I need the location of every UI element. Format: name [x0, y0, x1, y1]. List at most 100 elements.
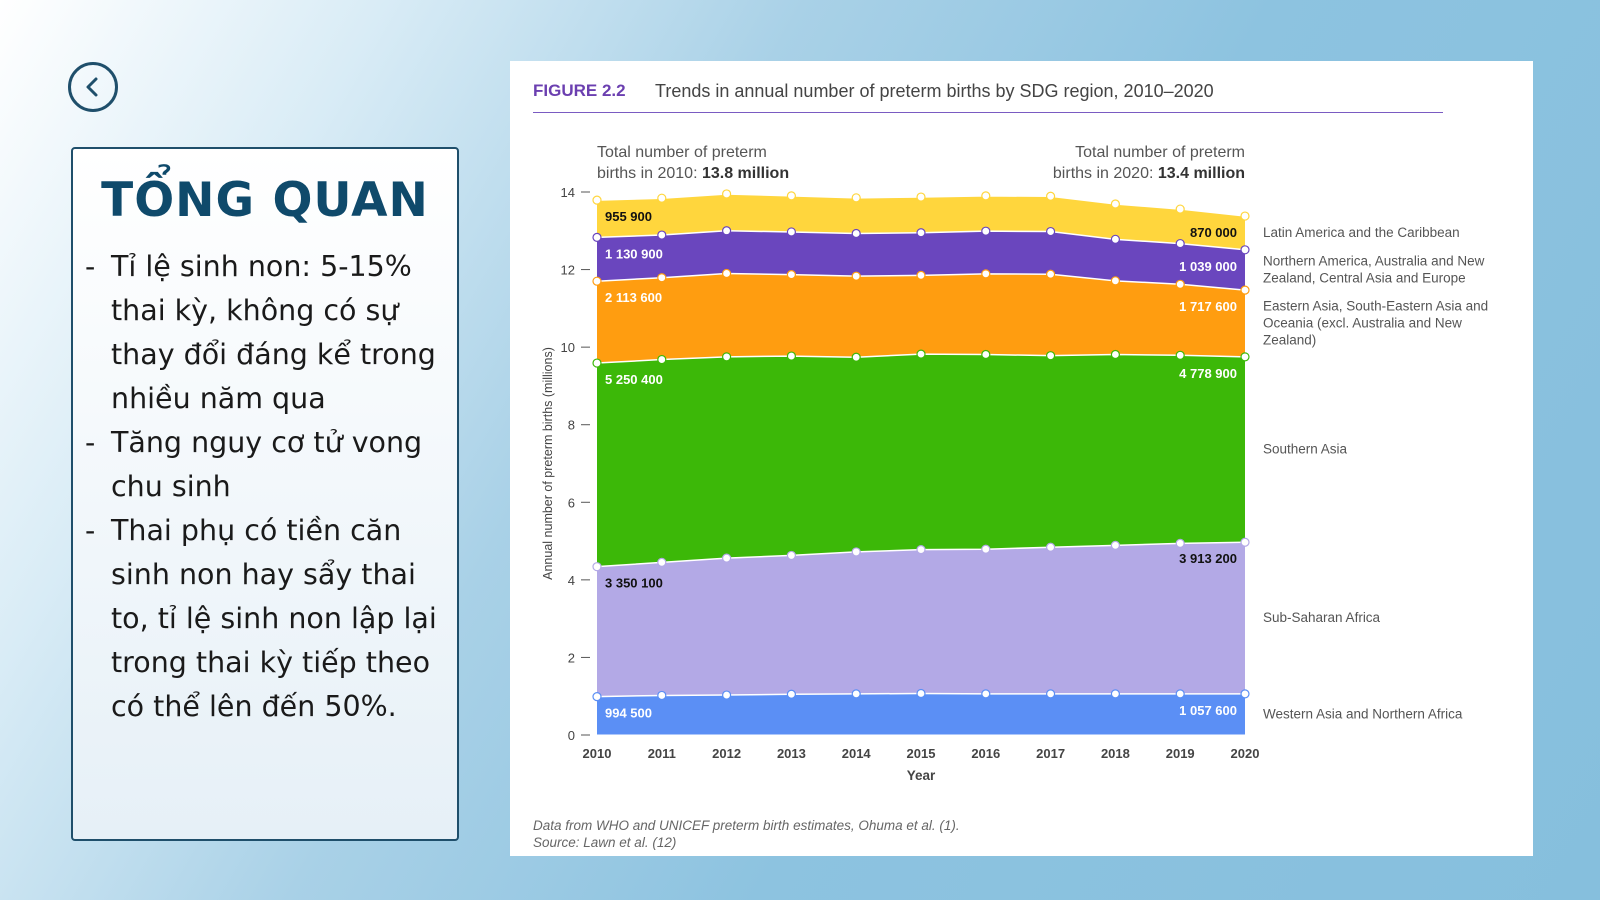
value-label-2010: 1 130 900: [605, 246, 663, 261]
data-point: [981, 191, 991, 201]
y-tick-label: 2: [568, 650, 575, 665]
figure-card: FIGURE 2.2 Trends in annual number of pr…: [510, 61, 1533, 856]
x-tick-label: 2013: [777, 746, 806, 761]
data-point: [722, 352, 732, 362]
data-point: [1110, 234, 1121, 244]
data-point: [657, 193, 667, 203]
data-point: [1240, 689, 1250, 699]
data-point: [1045, 542, 1056, 552]
area-series-4: [597, 273, 1245, 364]
x-tick-label: 2012: [712, 746, 741, 761]
data-point: [786, 227, 796, 237]
data-point: [592, 562, 602, 572]
stacked-area-chart: Total number of preterm births in 2010: …: [541, 144, 1488, 783]
bullet-list: - Tỉ lệ sinh non: 5-15% thai kỳ, không có…: [81, 245, 453, 729]
y-tick-label: 8: [568, 418, 575, 433]
y-tick-label: 10: [561, 340, 575, 355]
data-point: [1240, 245, 1250, 255]
figure-title: Trends in annual number of preterm birth…: [655, 81, 1214, 101]
bullet-item: - Tỉ lệ sinh non: 5-15% thai kỳ, không có…: [85, 250, 436, 415]
data-point: [1110, 276, 1121, 286]
bullet-text: Tăng nguy cơ tử vong chu sinh: [111, 426, 423, 503]
data-point: [1175, 238, 1185, 249]
chevron-left-icon: [86, 77, 98, 97]
data-point: [786, 270, 796, 280]
value-label-2020: 3 913 200: [1179, 551, 1237, 566]
value-label-2010: 5 250 400: [605, 372, 663, 387]
data-point: [851, 228, 861, 239]
figure-label: FIGURE 2.2: [533, 81, 626, 100]
data-point: [1240, 211, 1250, 221]
area-series-1: [597, 693, 1245, 735]
data-point: [851, 271, 861, 281]
data-point: [981, 544, 991, 554]
callout-2010-line1: Total number of preterm: [597, 144, 767, 161]
data-point: [1045, 226, 1056, 237]
data-point: [786, 191, 796, 201]
value-label-2010: 955 900: [605, 209, 652, 224]
x-tick-label: 2015: [907, 746, 936, 761]
value-label-2020: 870 000: [1190, 225, 1237, 240]
data-point: [657, 354, 667, 365]
legend-label: Southern Asia: [1263, 442, 1348, 457]
data-point: [1045, 689, 1056, 699]
data-point: [657, 230, 667, 240]
x-tick-label: 2018: [1101, 746, 1130, 761]
data-point: [592, 692, 602, 702]
x-tick-label: 2011: [648, 746, 676, 761]
data-point: [981, 689, 991, 699]
data-point: [1175, 350, 1185, 360]
callout-2010-line2: births in 2010: 13.8 million: [597, 165, 789, 182]
legend-label: Sub-Saharan Africa: [1263, 610, 1381, 625]
data-point: [916, 688, 926, 699]
x-tick-label: 2014: [842, 746, 872, 761]
figure-title-rule: [533, 112, 1443, 113]
data-point: [1110, 349, 1121, 360]
back-button[interactable]: [68, 62, 118, 112]
legend-label: Latin America and the Caribbean: [1263, 225, 1460, 240]
data-point: [722, 226, 732, 236]
figure-note-data: Data from WHO and UNICEF preterm birth e…: [533, 818, 960, 833]
figure-note-source: Source: Lawn et al. (12): [533, 835, 677, 850]
legend-label: Northern America, Australia and New Zeala…: [1263, 253, 1485, 285]
bullet-text: Tỉ lệ sinh non: 5-15% thai kỳ, không có …: [111, 250, 436, 415]
data-point: [981, 349, 991, 360]
data-point: [1175, 279, 1185, 289]
data-point: [592, 195, 602, 205]
bullet-item: - Thai phụ có tiền căn sinh non hay sẩy t…: [85, 514, 437, 723]
y-tick-label: 12: [561, 263, 575, 278]
data-point: [851, 689, 861, 699]
data-point: [1240, 285, 1250, 295]
area-series-3: [597, 354, 1245, 567]
figure-note: Data from WHO and UNICEF preterm birth e…: [533, 817, 960, 851]
data-point: [592, 232, 602, 242]
value-label-2020: 1 039 000: [1179, 259, 1237, 274]
data-point: [916, 228, 926, 238]
data-point: [916, 192, 926, 202]
data-point: [851, 547, 861, 557]
data-point: [1045, 269, 1056, 279]
x-tick-label: 2020: [1231, 746, 1260, 761]
bullet-text: Thai phụ có tiền căn sinh non hay sẩy th…: [111, 514, 437, 723]
area-series-2: [597, 542, 1245, 697]
data-point: [1175, 204, 1185, 214]
data-point: [657, 273, 667, 283]
y-tick-label: 4: [568, 573, 575, 588]
value-label-2010: 994 500: [605, 706, 652, 721]
data-point: [916, 349, 926, 359]
data-point: [1110, 199, 1121, 209]
data-point: [1110, 689, 1121, 699]
y-tick-label: 6: [568, 495, 575, 510]
data-point: [851, 352, 861, 362]
data-point: [916, 270, 926, 280]
area-series-5: [597, 230, 1245, 291]
y-axis-title: Annual number of preterm births (million…: [541, 347, 555, 580]
callout-2020-line2: births in 2020: 13.4 million: [1053, 165, 1245, 182]
data-point: [1240, 352, 1250, 362]
data-point: [981, 226, 991, 236]
y-tick-label: 14: [561, 185, 575, 200]
overview-panel: TỔNG QUAN - Tỉ lệ sinh non: 5-15% thai kỳ…: [71, 147, 459, 841]
data-point: [592, 358, 602, 368]
data-point: [722, 690, 732, 700]
data-point: [722, 189, 732, 199]
